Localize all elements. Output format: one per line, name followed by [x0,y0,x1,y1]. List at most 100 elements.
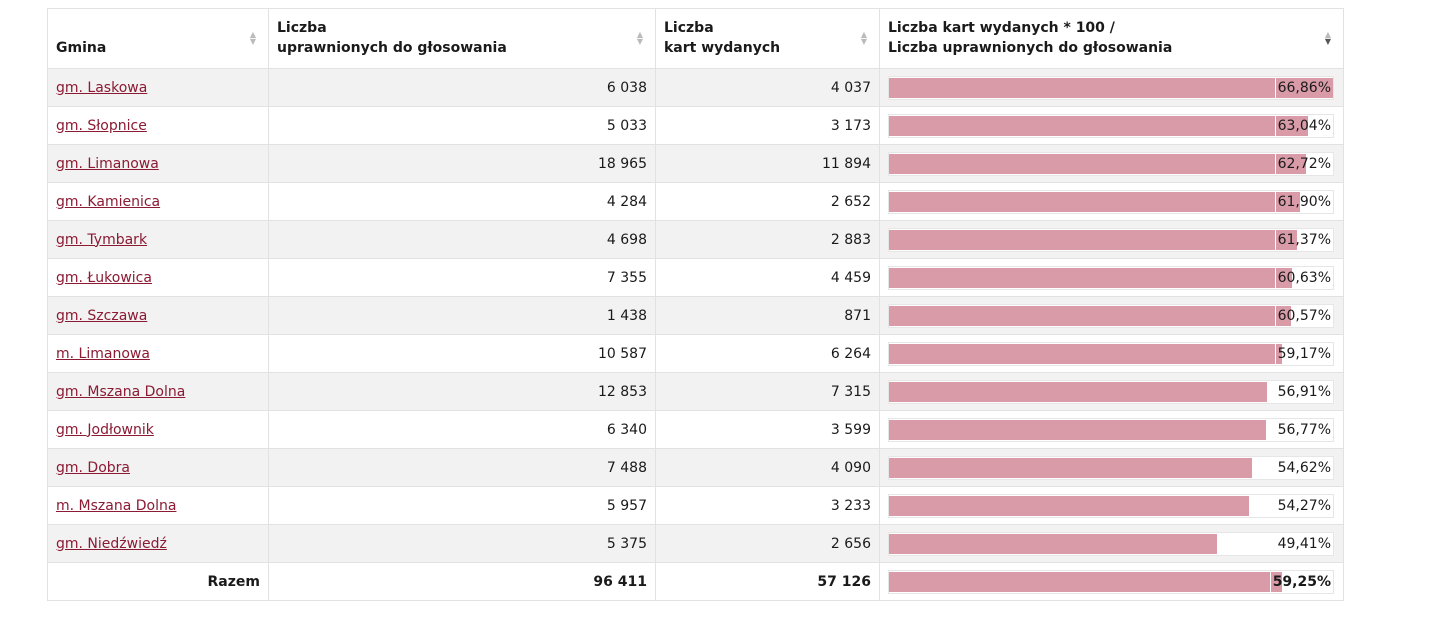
ratio-bar-fill [889,343,1282,364]
ratio-bar: 63,04% [888,113,1334,138]
table-row: m. Limanowa 10 587 6 264 59,17% [47,334,1344,373]
column-header-label-line1: Liczba [664,20,714,36]
uprawnionych-cell: 5 375 [268,524,656,563]
ratio-bar-fill [889,533,1217,554]
ratio-bar: 60,63% [888,265,1334,290]
ratio-bar: 59,25% [888,569,1334,594]
gmina-link[interactable]: gm. Dobra [56,459,130,476]
table-row: gm. Limanowa 18 965 11 894 62,72% [47,144,1344,183]
ratio-cell: 61,90% [879,182,1344,221]
total-uprawnionych: 96 411 [268,562,656,601]
gmina-cell: gm. Niedźwiedź [47,524,269,563]
ratio-bar: 61,90% [888,189,1334,214]
gmina-cell: gm. Łukowica [47,258,269,297]
column-header-wydanych[interactable]: Liczba kart wydanych ▲ ▼ [655,8,880,69]
ratio-bar-label: 66,86% [1274,76,1331,99]
column-header-label-line2: Liczba uprawnionych do głosowania [888,40,1173,56]
gmina-link[interactable]: gm. Niedźwiedź [56,535,167,552]
gmina-link[interactable]: gm. Jodłownik [56,421,154,438]
gmina-link[interactable]: gm. Limanowa [56,155,159,172]
wydanych-cell: 3 233 [655,486,880,525]
wydanych-cell: 871 [655,296,880,335]
gmina-cell: gm. Dobra [47,448,269,487]
wydanych-cell: 3 173 [655,106,880,145]
table-row: gm. Kamienica 4 284 2 652 61,90% [47,182,1344,221]
wydanych-cell: 3 599 [655,410,880,449]
ratio-cell: 59,17% [879,334,1344,373]
ratio-bar-fill [889,77,1333,98]
gmina-link[interactable]: gm. Tymbark [56,231,148,248]
uprawnionych-cell: 4 284 [268,182,656,221]
uprawnionych-cell: 6 340 [268,410,656,449]
column-header-ratio[interactable]: Liczba kart wydanych * 100 / Liczba upra… [879,8,1344,69]
wydanych-cell: 4 090 [655,448,880,487]
column-header-label-line1: Liczba kart wydanych * 100 / [888,20,1115,36]
ratio-cell: 60,57% [879,296,1344,335]
gmina-cell: gm. Tymbark [47,220,269,259]
ratio-bar-fill [889,229,1297,250]
column-header-gmina[interactable]: Gmina ▲ ▼ [47,8,269,69]
gmina-cell: gm. Laskowa [47,68,269,107]
gmina-link[interactable]: gm. Łukowica [56,269,152,286]
table-row: gm. Słopnice 5 033 3 173 63,04% [47,106,1344,145]
ratio-bar-fill [889,191,1300,212]
ratio-bar-fill [889,305,1291,326]
ratio-bar: 66,86% [888,75,1334,100]
ratio-bar: 56,77% [888,417,1334,442]
wydanych-cell: 4 037 [655,68,880,107]
ratio-bar-label: 56,91% [1274,380,1331,403]
gmina-link[interactable]: gm. Mszana Dolna [56,383,186,400]
gmina-link[interactable]: m. Mszana Dolna [56,497,177,514]
uprawnionych-cell: 10 587 [268,334,656,373]
turnout-table: Gmina ▲ ▼ Liczba uprawnionych do głosowan… [47,8,1344,601]
gmina-link[interactable]: gm. Laskowa [56,79,148,96]
ratio-bar-label: 63,04% [1274,114,1331,137]
table-row: gm. Łukowica 7 355 4 459 60,63% [47,258,1344,297]
gmina-cell: gm. Limanowa [47,144,269,183]
uprawnionych-cell: 7 355 [268,258,656,297]
gmina-link[interactable]: m. Limanowa [56,345,150,362]
gmina-cell: m. Limanowa [47,334,269,373]
wydanych-cell: 11 894 [655,144,880,183]
ratio-cell: 60,63% [879,258,1344,297]
wydanych-cell: 4 459 [655,258,880,297]
table-row: gm. Dobra 7 488 4 090 54,62% [47,448,1344,487]
ratio-bar-fill [889,457,1252,478]
gmina-cell: gm. Mszana Dolna [47,372,269,411]
table-row: gm. Jodłownik 6 340 3 599 56,77% [47,410,1344,449]
wydanych-cell: 2 656 [655,524,880,563]
ratio-cell: 61,37% [879,220,1344,259]
ratio-bar: 54,62% [888,455,1334,480]
table-row: gm. Mszana Dolna 12 853 7 315 56,91% [47,372,1344,411]
gmina-cell: gm. Jodłownik [47,410,269,449]
total-ratio-cell: 59,25% [879,562,1344,601]
column-header-label: Gmina [56,40,107,56]
table-row: gm. Laskowa 6 038 4 037 66,86% [47,68,1344,107]
ratio-bar-label: 60,57% [1274,304,1331,327]
column-header-uprawnionych[interactable]: Liczba uprawnionych do głosowania ▲ ▼ [268,8,656,69]
column-header-label-line2: uprawnionych do głosowania [277,40,507,56]
sort-desc-icon: ▲ ▼ [1324,30,1331,46]
table-row: gm. Szczawa 1 438 871 60,57% [47,296,1344,335]
uprawnionych-cell: 12 853 [268,372,656,411]
gmina-link[interactable]: gm. Słopnice [56,117,147,134]
header-row: Gmina ▲ ▼ Liczba uprawnionych do głosowan… [47,8,1344,69]
ratio-bar-label: 59,25% [1269,570,1331,593]
ratio-bar-fill [889,419,1266,440]
ratio-bar-fill [889,115,1308,136]
ratio-bar-label: 56,77% [1274,418,1331,441]
ratio-bar-label: 49,41% [1274,532,1331,555]
column-header-label-line2: kart wydanych [664,40,781,56]
uprawnionych-cell: 4 698 [268,220,656,259]
sort-icon: ▲ ▼ [860,30,867,46]
ratio-cell: 54,62% [879,448,1344,487]
gmina-link[interactable]: gm. Szczawa [56,307,148,324]
ratio-bar-label: 54,62% [1274,456,1331,479]
ratio-bar: 62,72% [888,151,1334,176]
gmina-link[interactable]: gm. Kamienica [56,193,161,210]
table-row: gm. Niedźwiedź 5 375 2 656 49,41% [47,524,1344,563]
ratio-bar-fill [889,267,1292,288]
total-label: Razem [47,562,269,601]
ratio-bar: 60,57% [888,303,1334,328]
sort-icon: ▲ ▼ [249,30,256,46]
